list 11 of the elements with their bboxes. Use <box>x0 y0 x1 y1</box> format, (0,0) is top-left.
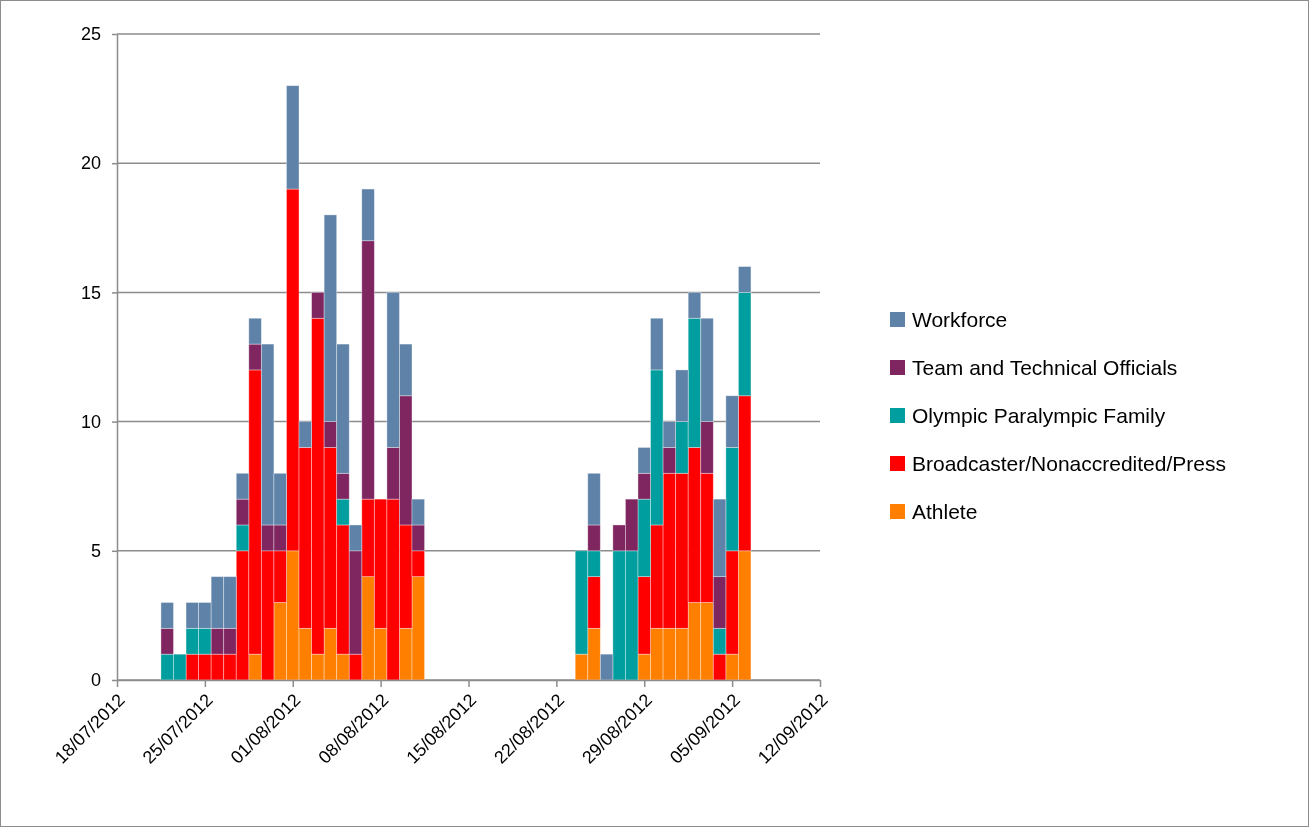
legend-label: Broadcaster/Nonaccredited/Press <box>912 452 1226 476</box>
y-tick-label: 10 <box>80 411 101 432</box>
legend-label: Athlete <box>912 500 978 524</box>
legend-label: Team and Technical Officials <box>912 356 1178 380</box>
y-tick-label: 5 <box>90 541 101 562</box>
legend-label: Olympic Paralympic Family <box>912 404 1166 428</box>
y-tick-label: 0 <box>90 670 101 691</box>
y-tick-label: 20 <box>80 153 101 174</box>
legend-label: Workforce <box>912 308 1008 332</box>
y-tick-label: 15 <box>80 282 101 303</box>
y-tick-label: 25 <box>80 24 101 45</box>
